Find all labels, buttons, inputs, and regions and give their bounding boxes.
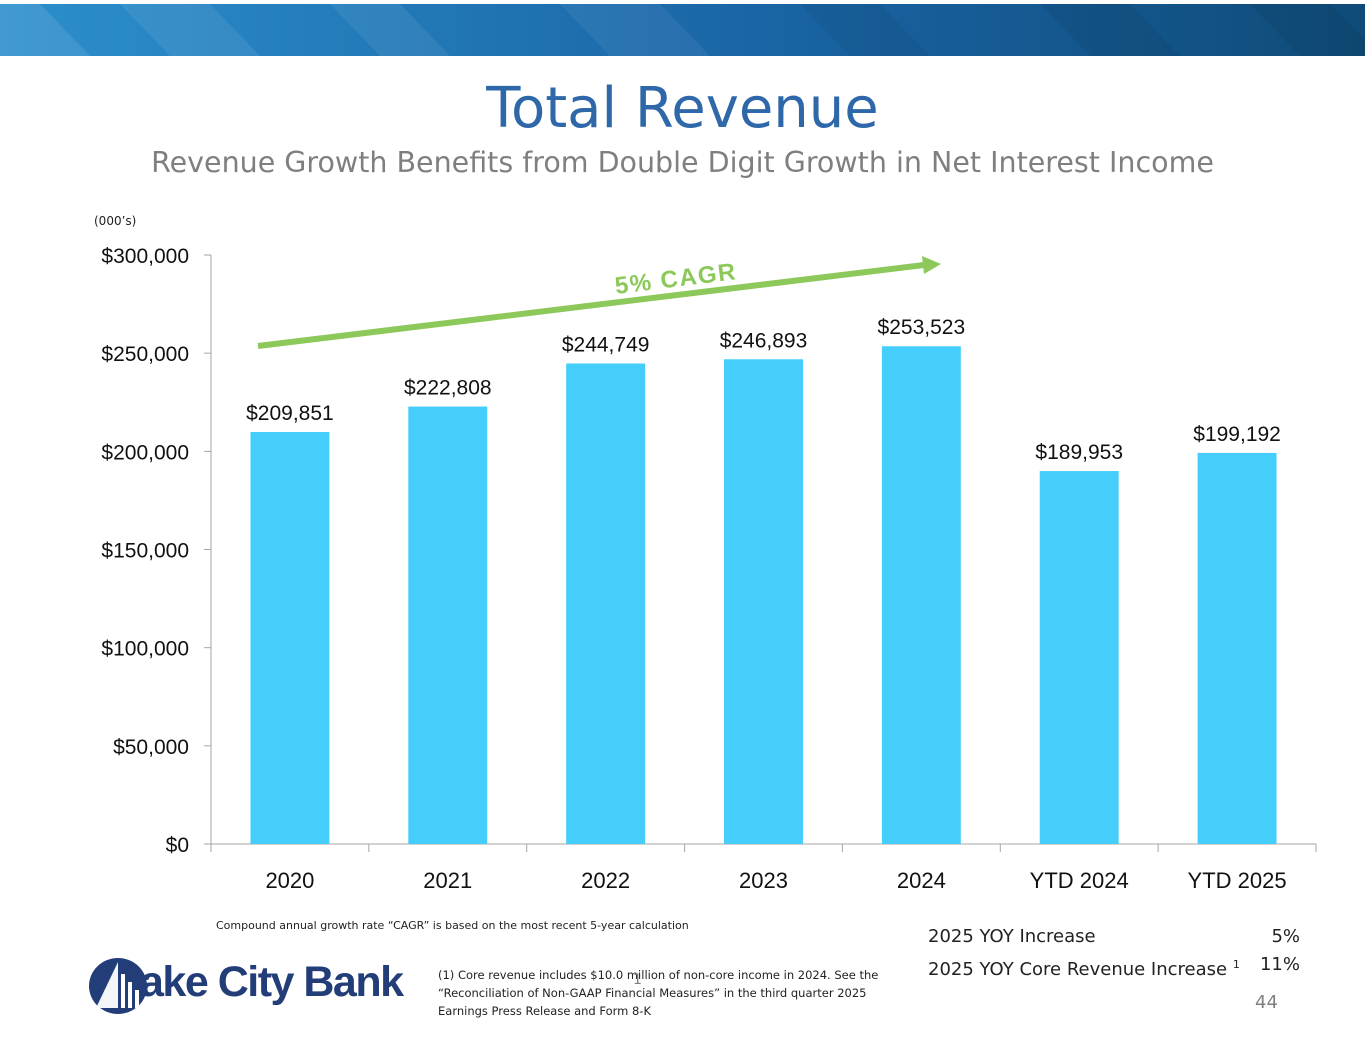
yoy-value: 5%: [1271, 926, 1300, 947]
y-tick-label: $250,000: [101, 343, 189, 366]
y-tick-label: $300,000: [101, 245, 189, 268]
cagr-arrow-line: [257, 262, 925, 349]
bar-2020: [250, 431, 330, 844]
x-category-label: 2020: [265, 868, 314, 893]
bar-data-label: $199,192: [1193, 423, 1281, 446]
page-subtitle: Revenue Growth Benefits from Double Digi…: [151, 146, 1214, 179]
core-revenue-footnote: (1) Core revenue includes $10.0 million …: [438, 968, 879, 1018]
y-tick-label: $200,000: [101, 441, 189, 464]
y-tick-label: $50,000: [113, 736, 189, 759]
lake-city-bank-logo: ake City Bank: [88, 954, 410, 1018]
page-number: 44: [1255, 992, 1278, 1013]
bar-2022: [566, 363, 646, 844]
page-title: Total Revenue: [486, 76, 879, 141]
units-note: (000’s): [94, 214, 137, 228]
yoy-summary: 2025 YOY Increase 5% 2025 YOY Core Reven…: [928, 923, 1300, 984]
y-tick-label: $100,000: [101, 638, 189, 661]
cagr-arrow-head: [922, 256, 941, 274]
bar-ytd-2024: [1039, 471, 1119, 844]
bar-2024: [881, 346, 961, 844]
yoy-row: 2025 YOY Increase 5%: [928, 923, 1300, 951]
revenue-bar-chart: $0 $50,000 $100,000 $150,000 $200,000 $250,00…: [101, 245, 1317, 893]
bar-data-label: $253,523: [878, 316, 966, 339]
bar-data-label: $189,953: [1035, 441, 1123, 464]
cagr-footnote: Compound annual growth rate “CAGR” is ba…: [216, 919, 689, 932]
yoy-label: 2025 YOY Core Revenue Increase 1: [928, 958, 1240, 980]
bar-ytd-2025: [1197, 452, 1277, 844]
yoy-footnote-marker: 1: [1232, 958, 1240, 971]
x-category-label: 2021: [423, 868, 472, 893]
y-tick-label: $150,000: [101, 540, 189, 563]
page-marker: 1: [633, 972, 642, 988]
y-tick-label: $0: [166, 834, 189, 857]
x-category-label: YTD 2025: [1188, 868, 1287, 893]
bar-data-label: $246,893: [720, 329, 808, 352]
yoy-label: 2025 YOY Increase: [928, 926, 1096, 947]
bar-2023: [724, 359, 803, 844]
bar-2021: [408, 406, 488, 844]
x-category-label: 2024: [897, 868, 946, 893]
x-category-label: 2023: [739, 868, 788, 893]
x-category-label: YTD 2024: [1030, 868, 1129, 893]
bar-data-label: $244,749: [562, 333, 650, 356]
yoy-value: 11%: [1259, 954, 1300, 975]
cagr-arrow: 5% CAGR: [257, 256, 941, 349]
logo-mark-icon: [89, 958, 147, 1014]
bar-data-label: $209,851: [246, 402, 334, 425]
x-category-label: 2022: [581, 868, 630, 893]
yoy-row: 2025 YOY Core Revenue Increase 1 11%: [928, 951, 1300, 984]
logo-text: ake City Bank: [140, 958, 404, 1006]
bar-data-label: $222,808: [404, 377, 492, 400]
header-banner: [0, 0, 1365, 56]
